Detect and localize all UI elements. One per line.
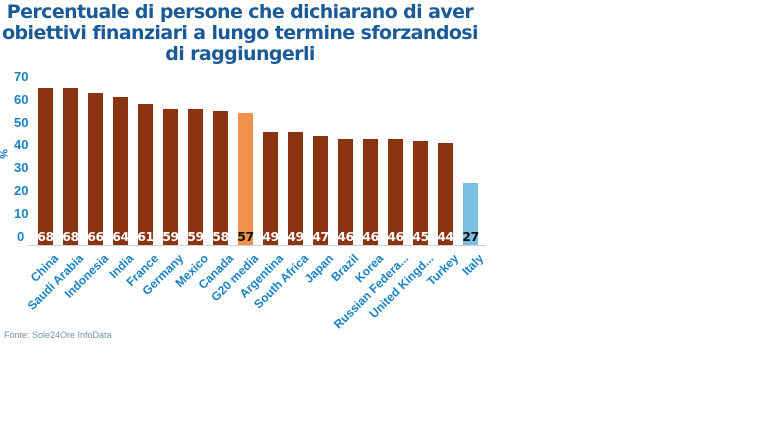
bar-value-label: 64 (112, 229, 129, 244)
bar (163, 108, 178, 245)
bar (138, 104, 153, 245)
y-axis-label: % (0, 149, 9, 159)
x-axis-line (28, 245, 486, 246)
bar (63, 87, 78, 245)
bar-value-label: 59 (162, 229, 179, 244)
bar (213, 111, 228, 245)
bar-value-label: 46 (337, 229, 354, 244)
bar-value-label: 47 (312, 229, 329, 244)
bar (438, 143, 453, 245)
bar-value-label: 58 (212, 229, 229, 244)
bar-value-label: 46 (362, 229, 379, 244)
y-tick-label: 10 (14, 206, 29, 222)
bar-value-label: 46 (387, 229, 404, 244)
chart-title: Percentuale di persone che dichiarano di… (2, 1, 478, 65)
bar (238, 113, 253, 245)
source-note: Fonte: Sole24Ore InfoData (4, 330, 112, 340)
bar (288, 131, 303, 245)
y-tick-label: 50 (14, 114, 29, 130)
bar-value-label: 61 (137, 229, 154, 244)
bar-value-label: 68 (62, 229, 79, 244)
bar-value-label: 49 (287, 229, 304, 244)
bar-value-label: 27 (462, 229, 479, 244)
y-tick-label: 20 (14, 183, 29, 199)
bar-value-label: 59 (187, 229, 204, 244)
bar (38, 87, 53, 245)
y-tick-label: 0 (17, 229, 25, 244)
bar-value-label: 45 (412, 229, 429, 244)
bar (263, 131, 278, 245)
bar (413, 141, 428, 245)
y-tick-label: 40 (14, 137, 29, 153)
y-tick-label: 70 (14, 68, 29, 84)
bar (313, 136, 328, 245)
bar-value-label: 66 (87, 229, 104, 244)
bar (463, 182, 478, 245)
bar (188, 108, 203, 245)
y-tick-label: 30 (14, 160, 29, 176)
bar (88, 92, 103, 245)
bar (113, 97, 128, 245)
bar-value-label: 57 (237, 229, 254, 244)
bar-value-label: 44 (437, 229, 454, 244)
bar (388, 138, 403, 245)
bar (338, 138, 353, 245)
bar-value-label: 49 (262, 229, 279, 244)
y-tick-label: 60 (14, 91, 29, 107)
bar (363, 138, 378, 245)
bar-value-label: 68 (37, 229, 54, 244)
